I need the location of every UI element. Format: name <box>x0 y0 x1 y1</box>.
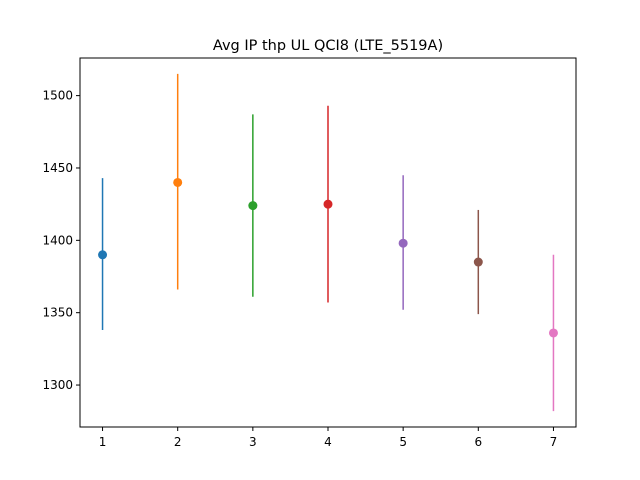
data-point-4 <box>323 199 333 209</box>
x-tick-label-6: 6 <box>474 435 482 449</box>
x-tick-label-1: 1 <box>99 435 107 449</box>
x-tick-label-2: 2 <box>174 435 182 449</box>
y-tick-label-1350: 1350 <box>42 306 73 320</box>
x-tick-label-3: 3 <box>249 435 257 449</box>
x-tick-label-5: 5 <box>399 435 407 449</box>
y-tick-label-1450: 1450 <box>42 161 73 175</box>
data-point-5 <box>398 238 408 248</box>
y-tick-label-1300: 1300 <box>42 378 73 392</box>
data-point-7 <box>548 328 558 338</box>
x-tick-label-7: 7 <box>550 435 558 449</box>
axes: 1 2 3 4 5 6 7 1300 1350 1400 1450 1500 <box>42 57 577 449</box>
chart-title: Avg IP thp UL QCI8 (LTE_5519A) <box>213 38 443 54</box>
plot-marks <box>98 73 558 412</box>
y-tick-label-1400: 1400 <box>42 233 73 247</box>
data-point-6 <box>473 257 483 267</box>
data-point-3 <box>248 201 258 211</box>
data-point-1 <box>98 250 108 260</box>
x-tick-label-4: 4 <box>324 435 332 449</box>
y-tick-label-1500: 1500 <box>42 89 73 103</box>
data-point-2 <box>173 177 183 187</box>
